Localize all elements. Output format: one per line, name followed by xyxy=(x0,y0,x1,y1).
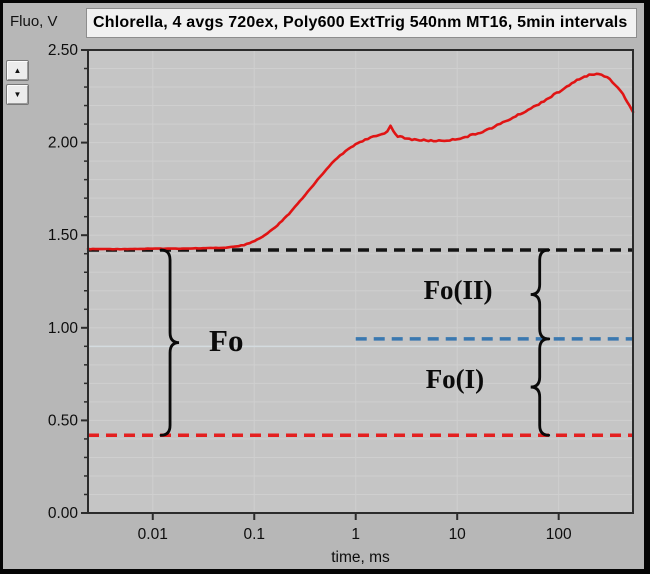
x-tick-label: 0.1 xyxy=(243,526,265,543)
scale-up-button[interactable]: ▲ xyxy=(6,60,29,81)
y-tick-label: 0.50 xyxy=(48,412,79,429)
y-tick-label: 0.00 xyxy=(48,505,79,522)
chart-title: Chlorella, 4 avgs 720ex, Poly600 ExtTrig… xyxy=(86,8,637,38)
foI-label: Fo(I) xyxy=(426,364,484,394)
x-tick-label: 1 xyxy=(351,526,360,543)
foII-label: Fo(II) xyxy=(424,275,493,305)
x-axis-label: time, ms xyxy=(331,549,390,566)
foI-brace xyxy=(530,337,551,437)
y-tick-label: 1.50 xyxy=(48,227,79,244)
x-tick-label: 0.01 xyxy=(138,526,168,543)
foII-brace xyxy=(530,248,551,341)
up-arrow-icon: ▲ xyxy=(13,66,22,75)
fluorescence-trace xyxy=(86,72,635,251)
y-axis-unit-label: Fluo, V xyxy=(10,13,58,30)
y-tick-label: 1.00 xyxy=(48,320,79,337)
fo-label: Fo xyxy=(209,323,243,358)
x-tick-label: 100 xyxy=(546,526,572,543)
down-arrow-icon: ▼ xyxy=(13,90,22,99)
scale-spinner: ▲ ▼ xyxy=(6,60,29,105)
y-tick-label: 2.00 xyxy=(48,135,79,152)
y-tick-label: 2.50 xyxy=(48,42,79,59)
scale-down-button[interactable]: ▼ xyxy=(6,84,29,105)
x-tick-label: 10 xyxy=(449,526,467,543)
plot-border xyxy=(87,49,634,514)
